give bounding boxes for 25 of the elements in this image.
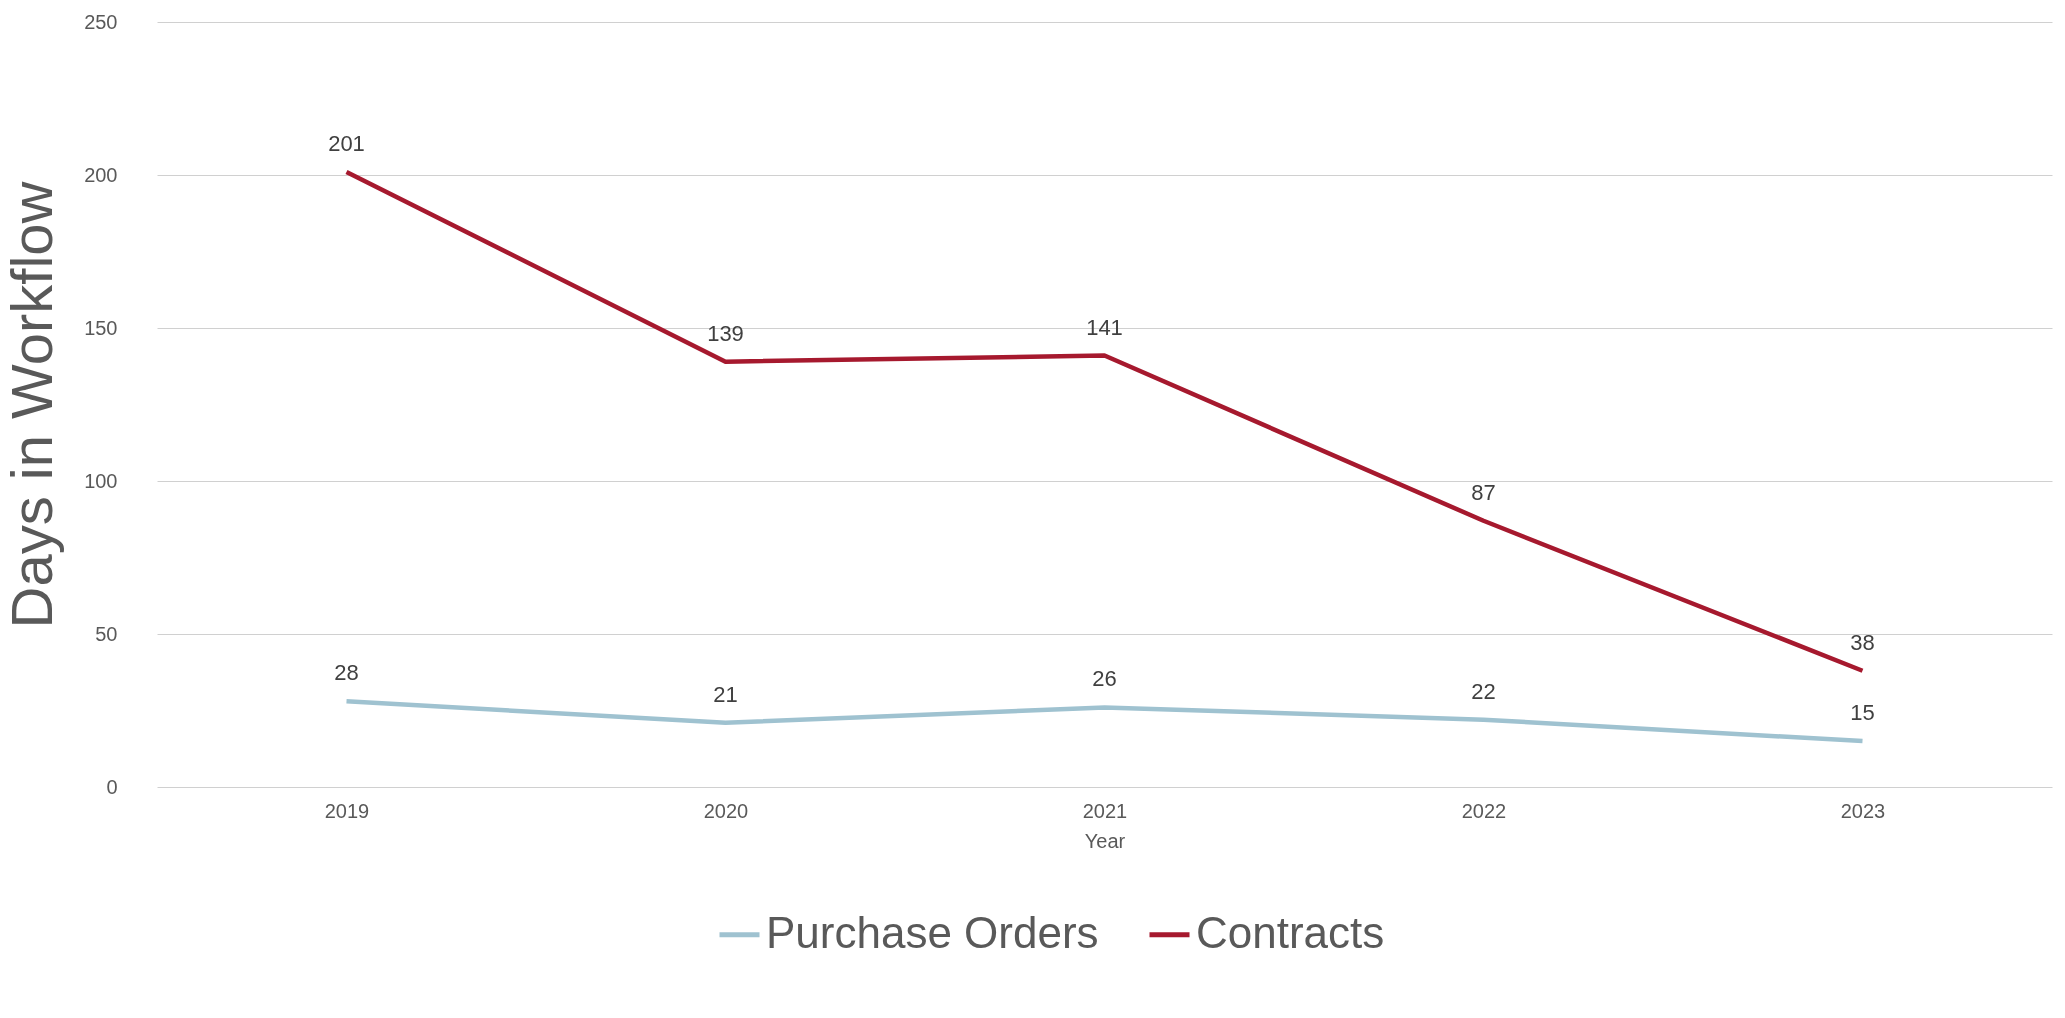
data-label: 141: [1086, 314, 1123, 340]
data-label: 28: [334, 660, 359, 686]
y-tick-label: 200: [84, 163, 118, 186]
data-label: 139: [707, 320, 744, 346]
x-tick-label: 2021: [1082, 799, 1128, 822]
y-tick-label: 150: [84, 316, 118, 339]
data-label: 87: [1471, 479, 1496, 505]
data-label: 15: [1850, 700, 1875, 726]
y-tick-label: 250: [84, 10, 118, 33]
data-label: 201: [328, 130, 365, 156]
data-label: 21: [713, 681, 738, 707]
legend-label: Purchase Orders: [766, 907, 1099, 957]
x-tick-label: 2019: [324, 799, 370, 822]
y-tick-label: 50: [95, 622, 118, 645]
y-axis-title: Days in Workflow: [0, 180, 65, 629]
data-label: 26: [1092, 666, 1117, 692]
data-label: 38: [1850, 629, 1875, 655]
data-label: 22: [1471, 678, 1496, 704]
x-tick-label: 2023: [1840, 799, 1886, 822]
x-axis-title: Year: [1084, 829, 1126, 852]
x-tick-label: 2022: [1461, 799, 1507, 822]
legend-label: Contracts: [1196, 907, 1385, 957]
y-tick-label: 0: [106, 775, 118, 798]
x-tick-label: 2020: [703, 799, 749, 822]
y-tick-label: 100: [84, 469, 118, 492]
